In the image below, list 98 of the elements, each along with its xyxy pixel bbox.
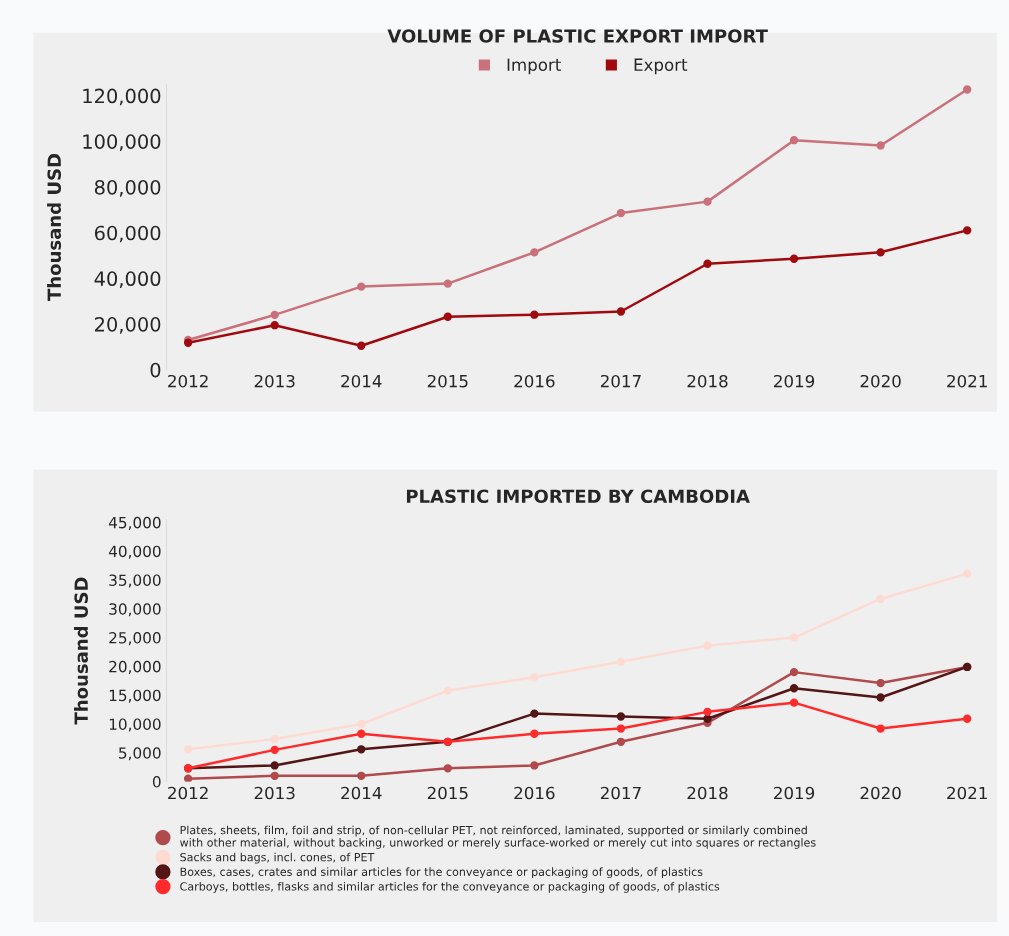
x-tick-label: 2016 bbox=[514, 786, 555, 800]
point bbox=[789, 684, 799, 693]
legend-label: Carboys, bottles, flasks and similar articles for the conveyance or packaging of goods, of plastics bbox=[180, 882, 720, 893]
point bbox=[357, 341, 366, 350]
y-tick-label: 0 bbox=[150, 362, 161, 378]
y-tick-label: 60,000 bbox=[94, 225, 161, 243]
x-tick-label: 2016 bbox=[514, 374, 555, 388]
point bbox=[530, 310, 539, 319]
x-tick-label: 2012 bbox=[168, 374, 208, 388]
point bbox=[789, 136, 799, 145]
y-tick-label: 30,000 bbox=[109, 603, 161, 617]
y-tick-label: 10,000 bbox=[109, 718, 161, 732]
point bbox=[270, 734, 279, 744]
x-tick-label: 2018 bbox=[687, 374, 728, 388]
legend-label: Export bbox=[634, 58, 688, 75]
point bbox=[530, 729, 539, 738]
point bbox=[357, 771, 366, 780]
point bbox=[616, 712, 626, 721]
point bbox=[357, 282, 366, 291]
y-axis-title: Thousand USD bbox=[74, 577, 88, 725]
x-tick-label: 2020 bbox=[860, 786, 901, 800]
point bbox=[703, 197, 712, 206]
point bbox=[876, 248, 885, 257]
y-tick-label: 5,000 bbox=[119, 747, 161, 761]
y-tick-label: 45,000 bbox=[108, 516, 161, 530]
chart-title: PLASTIC IMPORTED BY CAMBODIA bbox=[406, 489, 750, 504]
x-tick-label: 2020 bbox=[860, 374, 901, 388]
point bbox=[703, 259, 712, 268]
point bbox=[530, 709, 539, 718]
point bbox=[270, 310, 279, 320]
point bbox=[789, 254, 799, 263]
point bbox=[616, 724, 626, 733]
y-tick-label: 120,000 bbox=[83, 88, 161, 106]
x-tick-label: 2012 bbox=[168, 786, 208, 800]
x-tick-label: 2017 bbox=[600, 374, 641, 388]
chart-title: VOLUME OF PLASTIC EXPORT IMPORT bbox=[387, 29, 768, 43]
point bbox=[183, 774, 193, 782]
x-tick-label: 2019 bbox=[774, 374, 815, 388]
point bbox=[876, 724, 885, 733]
point bbox=[703, 707, 712, 717]
x-tick-label: 2015 bbox=[427, 374, 468, 388]
point bbox=[616, 208, 626, 218]
point bbox=[616, 657, 626, 666]
x-tick-label: 2017 bbox=[600, 786, 641, 800]
point bbox=[443, 312, 452, 321]
point bbox=[963, 85, 972, 94]
x-tick-label: 2021 bbox=[947, 786, 987, 800]
y-tick-label: 15,000 bbox=[109, 689, 161, 703]
x-tick-label: 2018 bbox=[687, 786, 728, 800]
point bbox=[183, 745, 193, 754]
y-tick-label: 20,000 bbox=[95, 317, 161, 334]
y-tick-label: 25,000 bbox=[109, 632, 161, 646]
point bbox=[616, 307, 626, 316]
point bbox=[270, 745, 279, 755]
legend-label: Sacks and bags, incl. cones, of PET bbox=[180, 852, 375, 864]
point bbox=[876, 693, 885, 702]
legend-label: Import bbox=[507, 58, 561, 75]
x-tick-label: 2013 bbox=[254, 374, 295, 388]
point bbox=[443, 764, 452, 773]
y-tick-label: 0 bbox=[152, 776, 161, 788]
point bbox=[876, 678, 885, 688]
point bbox=[703, 641, 712, 650]
point bbox=[530, 248, 539, 257]
point bbox=[963, 714, 972, 723]
point bbox=[789, 698, 799, 707]
point bbox=[357, 729, 366, 738]
point bbox=[876, 594, 885, 604]
point bbox=[963, 226, 972, 235]
point bbox=[443, 279, 452, 288]
x-tick-label: 2014 bbox=[341, 374, 382, 388]
y-tick-label: 100,000 bbox=[83, 134, 161, 151]
point bbox=[963, 569, 972, 578]
point bbox=[357, 719, 366, 729]
x-tick-label: 2019 bbox=[774, 786, 815, 800]
y-axis-title: Thousand USD bbox=[47, 153, 62, 301]
point bbox=[616, 737, 626, 746]
point bbox=[789, 633, 799, 642]
legend-label: Boxes, cases, crates and similar articles for the conveyance or packaging of goods, of plastics bbox=[180, 867, 703, 879]
y-tick-label: 40,000 bbox=[108, 545, 161, 559]
point bbox=[357, 745, 366, 754]
point bbox=[443, 686, 452, 695]
point bbox=[789, 667, 799, 677]
y-tick-label: 20,000 bbox=[109, 660, 161, 674]
x-tick-label: 2014 bbox=[341, 786, 382, 800]
y-tick-label: 40,000 bbox=[94, 271, 161, 289]
point bbox=[530, 761, 539, 770]
legend-label: Plates, sheets, film, foil and strip, of non-cellular PET, not reinforced, laminated, supported or similarly combined with other material, without backing, unworked or merely surface-worked or merely cut into squares or rectangles bbox=[180, 825, 816, 849]
y-tick-label: 80,000 bbox=[94, 179, 161, 197]
y-tick-label: 35,000 bbox=[109, 574, 161, 588]
point bbox=[530, 673, 539, 682]
point bbox=[703, 714, 712, 723]
point bbox=[270, 771, 279, 780]
point bbox=[876, 141, 885, 150]
x-tick-label: 2021 bbox=[947, 374, 987, 388]
x-tick-label: 2015 bbox=[427, 786, 468, 800]
point bbox=[270, 761, 279, 770]
x-tick-label: 2013 bbox=[254, 786, 295, 800]
point bbox=[270, 321, 279, 330]
